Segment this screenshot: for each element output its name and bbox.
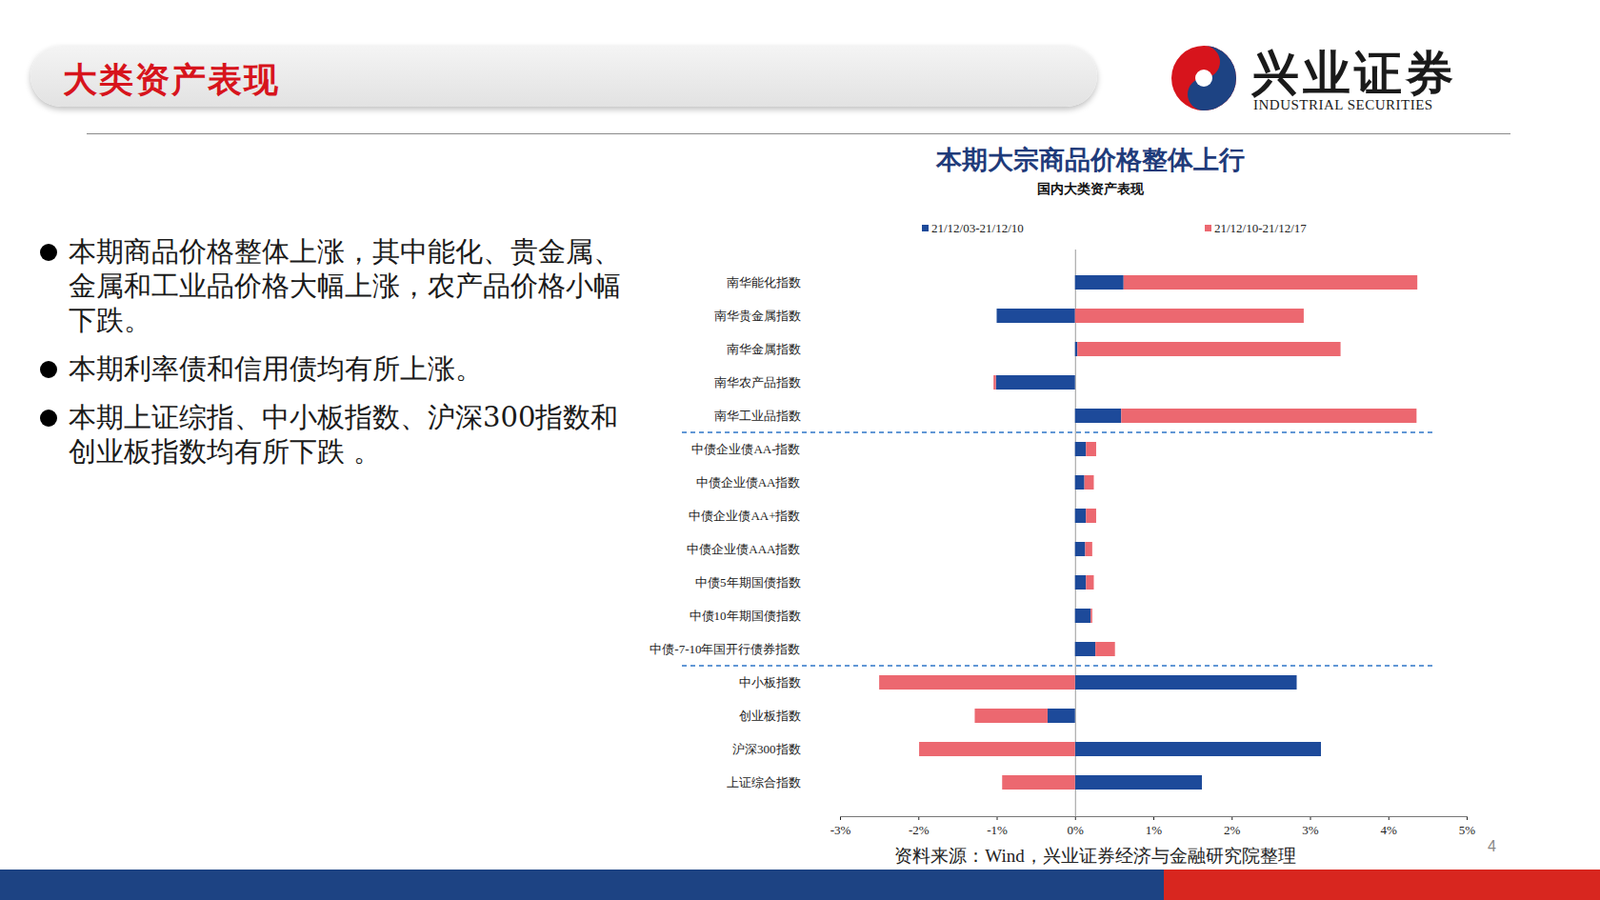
html-text:兴业证券: 兴业证券 [1251,45,1458,101]
svg-text:南华农产品指数: 南华农产品指数 [714,375,801,390]
html-text:INDUSTRIAL SECURITIES: INDUSTRIAL SECURITIES [1253,97,1434,113]
svg-text:南华工业品指数: 南华工业品指数 [714,408,801,423]
html-text:21/12/10-21/12/17: 21/12/10-21/12/17 [1214,220,1307,236]
html-text:4: 4 [1487,838,1497,855]
svg-text:2%: 2% [1223,822,1241,838]
svg-text:中小板指数: 中小板指数 [739,675,801,690]
html-text:资料来源：Wind，兴业证券经济与金融研究院整理: 资料来源：Wind，兴业证券经济与金融研究院整理 [894,845,1296,866]
svg-text:南华贵金属指数: 南华贵金属指数 [714,308,801,323]
svg-text:3%: 3% [1301,822,1320,838]
svg-text:中债企业债AA指数: 中债企业债AA指数 [696,475,801,490]
html-text:本期商品价格整体上涨，其中能化、贵金属、金属和工业品价格大幅: 本期商品价格整体上涨，其中能化、贵金属、金属和工业品价格大幅上涨，农产品价格小幅… [68,235,621,337]
html-text:本期上证综指、中小板指数、沪深300指数和创业板指数均有所下: 本期上证综指、中小板指数、沪深300指数和创业板指数均有所下跌 。 [68,400,619,468]
svg-text:沪深300指数: 沪深300指数 [732,741,801,757]
html-text:国内大类资产表现: 国内大类资产表现 [1037,180,1144,197]
svg-text:-1%: -1% [986,822,1008,838]
svg-text:0%: 0% [1067,822,1085,838]
svg-text:中债10年期国债指数: 中债10年期国债指数 [689,608,801,623]
svg-text:中债企业债AAA指数: 中债企业债AAA指数 [686,541,800,557]
svg-text:5%: 5% [1459,822,1477,838]
svg-text:1%: 1% [1145,822,1163,838]
svg-text:南华金属指数: 南华金属指数 [726,341,801,357]
svg-text:上证综合指数: 上证综合指数 [726,775,801,790]
html-text:本期利率债和信用债均有所上涨。: 本期利率债和信用债均有所上涨。 [68,352,483,385]
html-text:21/12/03-21/12/10: 21/12/03-21/12/10 [931,220,1024,236]
svg-text:-3%: -3% [830,822,852,838]
svg-text:南华能化指数: 南华能化指数 [726,275,801,290]
svg-text:中债5年期国债指数: 中债5年期国债指数 [695,575,801,590]
svg-text:中债企业债AA-指数: 中债企业债AA-指数 [691,441,800,457]
svg-text:4%: 4% [1380,822,1399,838]
svg-text:-2%: -2% [908,822,930,838]
svg-text:中债-7-10年国开行债券指数: 中债-7-10年国开行债券指数 [649,641,800,657]
svg-text:中债企业债AA+指数: 中债企业债AA+指数 [688,508,800,523]
html-text:本期大宗商品价格整体上行: 本期大宗商品价格整体上行 [936,144,1245,175]
html-text:大类资产表现: 大类资产表现 [62,60,280,100]
svg-text:创业板指数: 创业板指数 [739,708,801,723]
